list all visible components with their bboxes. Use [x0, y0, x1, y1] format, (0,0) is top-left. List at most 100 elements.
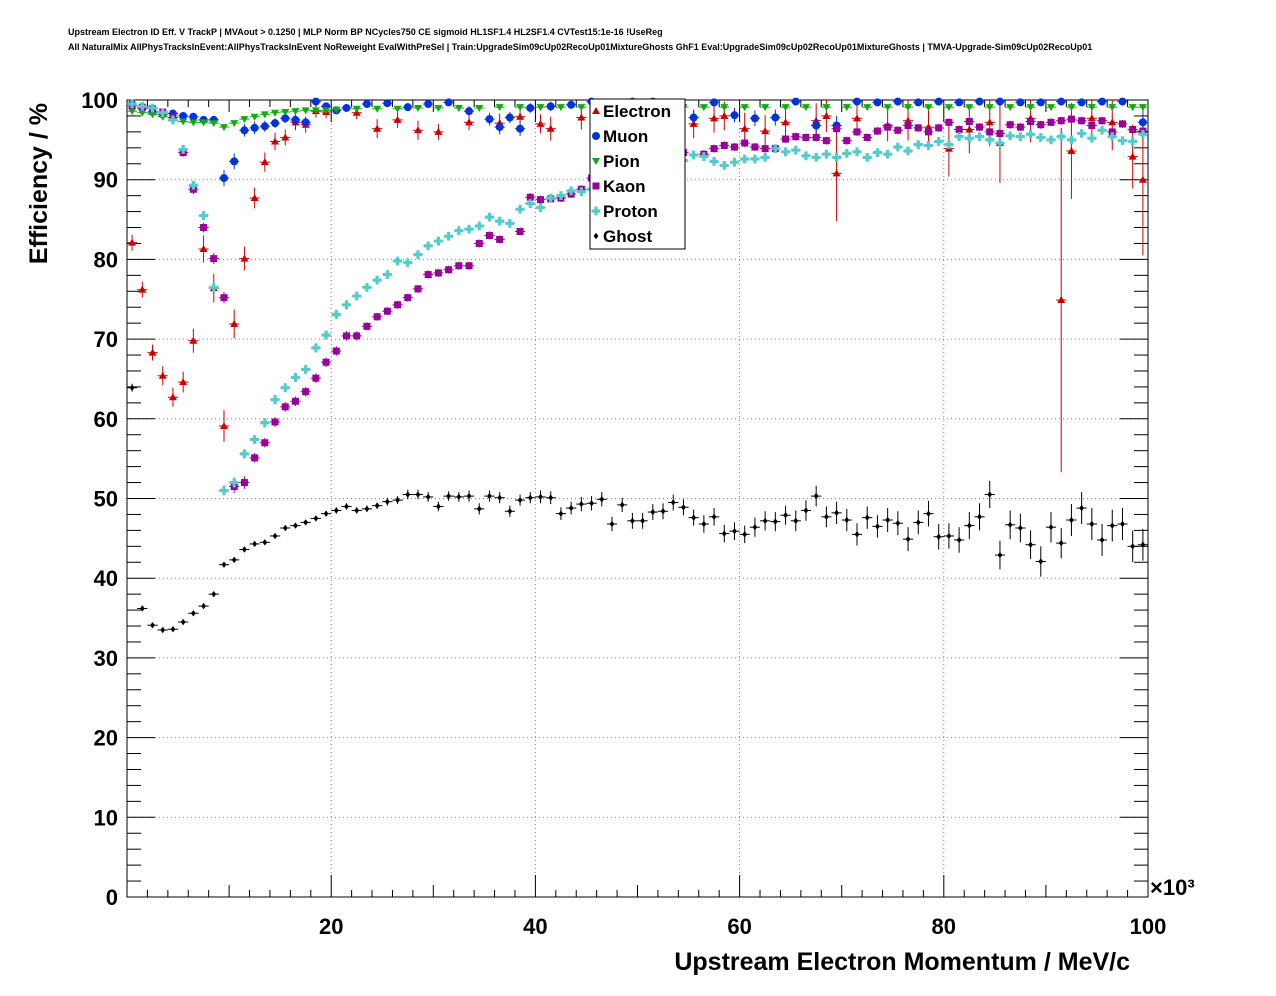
kaon-point — [792, 133, 800, 141]
ghost-point — [926, 510, 931, 517]
ghost-point — [517, 496, 523, 504]
electron-point — [158, 371, 167, 379]
proton-point — [240, 449, 249, 459]
electron-point — [516, 112, 525, 120]
proton-point — [883, 149, 893, 159]
muon-point — [465, 107, 474, 116]
ghost-point — [660, 508, 666, 515]
kaon-point — [812, 133, 820, 141]
pion-point — [781, 104, 790, 112]
proton-point — [781, 147, 790, 157]
proton-point — [485, 212, 494, 222]
ghost-point — [629, 517, 635, 525]
chart-title-line-2: All NaturalMix AllPhysTracksInEvent:AllP… — [68, 42, 1093, 52]
ghost-point — [405, 491, 411, 498]
ghost-point — [915, 519, 921, 526]
proton-point — [291, 372, 300, 382]
proton-point — [924, 141, 933, 150]
proton-point — [893, 142, 903, 152]
muon-point — [424, 99, 433, 108]
kaon-point — [1098, 117, 1106, 125]
proton-point — [148, 103, 157, 113]
pion-point — [413, 104, 422, 112]
kaon-point — [914, 124, 922, 132]
proton-point — [546, 193, 556, 203]
y-tick-label: 40 — [94, 566, 118, 591]
electron-point — [1138, 175, 1147, 183]
kaon-point — [863, 133, 871, 141]
ghost-point — [823, 513, 829, 521]
y-tick-label: 10 — [94, 805, 118, 830]
ghost-point — [568, 504, 574, 512]
proton-point — [821, 149, 831, 159]
ghost-point — [231, 556, 237, 564]
proton-point — [1067, 135, 1076, 145]
proton-point — [1118, 136, 1127, 146]
x-tick-label: 60 — [727, 914, 751, 939]
ghost-point — [966, 522, 972, 529]
electron-point — [189, 336, 198, 344]
y-axis-title: Efficiency / % — [25, 103, 53, 264]
proton-point — [178, 145, 188, 154]
proton-point — [158, 108, 168, 118]
proton-point — [903, 146, 913, 156]
series-pion — [127, 104, 1148, 132]
proton-point — [1138, 129, 1148, 139]
pion-point — [138, 109, 147, 117]
pion-point — [179, 118, 188, 126]
muon-point — [771, 113, 780, 122]
kaon-point — [363, 322, 371, 330]
ghost-point — [272, 532, 278, 540]
ghost-point — [711, 513, 717, 521]
kaon-point — [1108, 128, 1116, 136]
electron-point — [413, 126, 422, 134]
ghost-point — [374, 502, 380, 509]
legend-label-proton: Proton — [603, 202, 658, 221]
ghost-point — [936, 533, 942, 540]
kaon-point — [873, 127, 881, 135]
pion-point — [271, 109, 280, 117]
electron-point — [393, 115, 402, 123]
legend-marker-kaon — [592, 182, 600, 190]
muon-point — [362, 99, 371, 108]
electron-point — [1087, 114, 1096, 122]
electron-point — [250, 194, 259, 202]
ghost-point — [875, 523, 880, 530]
muon-point — [281, 114, 290, 123]
muon-point — [934, 97, 943, 106]
electron-point — [240, 254, 249, 262]
proton-point — [393, 256, 402, 266]
proton-point — [505, 219, 515, 228]
kaon-point — [1037, 121, 1045, 129]
muon-point — [240, 126, 249, 135]
electron-point — [179, 378, 188, 386]
proton-point — [474, 221, 484, 231]
ghost-point — [527, 494, 533, 501]
pion-point — [352, 105, 361, 113]
kaon-point — [1006, 121, 1014, 129]
electron-point — [577, 113, 586, 121]
electron-point — [465, 118, 474, 126]
kaon-point — [955, 125, 963, 133]
kaon-point — [1067, 115, 1075, 123]
muon-point — [1138, 118, 1147, 127]
chart-title-line-1: Upstream Electron ID Eff. V TrackP | MVA… — [68, 27, 663, 37]
kaon-point — [343, 332, 351, 340]
ghost-point — [1038, 558, 1044, 565]
pion-point — [301, 107, 310, 115]
ghost-point — [1007, 521, 1013, 529]
electron-point — [148, 348, 157, 356]
pion-point — [883, 104, 892, 112]
electron-point — [740, 124, 749, 132]
kaon-point — [496, 235, 504, 243]
ghost-point — [1058, 539, 1064, 547]
muon-point — [189, 112, 198, 121]
kaon-point — [537, 196, 545, 204]
ghost-point — [977, 513, 982, 521]
proton-point — [975, 132, 984, 142]
electron-point — [546, 124, 555, 132]
ghost-point — [742, 531, 748, 538]
kaon-point — [1057, 117, 1065, 125]
pion-point — [965, 104, 974, 112]
kaon-point — [884, 123, 892, 131]
